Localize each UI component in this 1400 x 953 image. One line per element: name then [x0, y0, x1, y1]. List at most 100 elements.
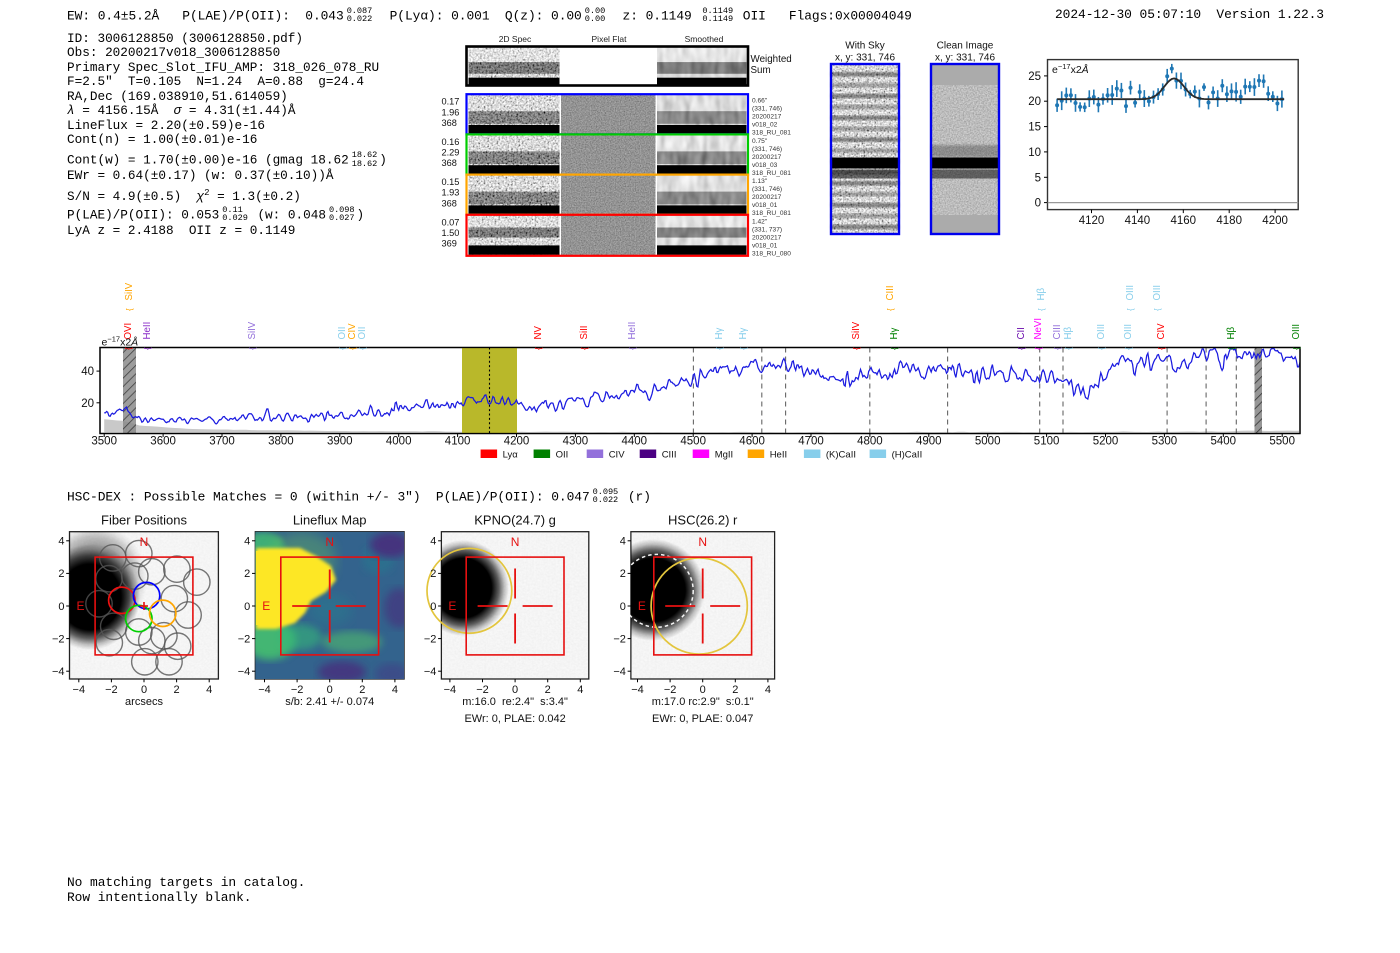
- svg-text:{: {: [628, 347, 637, 350]
- svg-text:4160: 4160: [1171, 215, 1197, 227]
- svg-text:0: 0: [327, 684, 333, 696]
- svg-text:{: {: [715, 347, 724, 350]
- svg-text:v018_01: v018_01: [752, 242, 778, 249]
- svg-text:{: {: [338, 347, 347, 350]
- svg-text:2: 2: [545, 684, 551, 696]
- svg-text:N: N: [511, 535, 520, 549]
- svg-text:1.42": 1.42": [752, 218, 768, 225]
- svg-text:40: 40: [81, 366, 94, 378]
- svg-text:{: {: [1064, 347, 1073, 350]
- svg-text:Hγ: Hγ: [889, 328, 900, 340]
- svg-text:0.07: 0.07: [442, 217, 460, 227]
- svg-text:3600: 3600: [150, 436, 176, 448]
- svg-text:4140: 4140: [1125, 215, 1151, 227]
- svg-text:N: N: [325, 535, 334, 549]
- svg-text:N: N: [140, 535, 149, 549]
- svg-text:−2: −2: [291, 684, 304, 696]
- svg-text:{: {: [125, 308, 134, 311]
- svg-text:0.75": 0.75": [752, 138, 768, 145]
- svg-text:368: 368: [442, 158, 457, 168]
- svg-text:−4: −4: [631, 684, 644, 696]
- svg-text:SiII: SiII: [579, 326, 590, 340]
- svg-text:3900: 3900: [327, 436, 353, 448]
- svg-text:(331, 746): (331, 746): [752, 186, 782, 193]
- svg-text:{: {: [348, 347, 357, 350]
- svg-text:−2: −2: [664, 684, 677, 696]
- svg-text:−4: −4: [238, 666, 251, 678]
- svg-text:1.96: 1.96: [442, 107, 460, 117]
- svg-text:4100: 4100: [445, 436, 471, 448]
- svg-text:4900: 4900: [916, 436, 942, 448]
- svg-text:m:17.0 rc:2.9" s:0.1": m:17.0 rc:2.9" s:0.1": [652, 696, 754, 708]
- svg-text:0: 0: [700, 684, 706, 696]
- svg-text:369: 369: [442, 239, 457, 249]
- svg-text:4: 4: [206, 684, 212, 696]
- svg-text:−2: −2: [424, 633, 437, 645]
- svg-text:{: {: [143, 347, 152, 350]
- svg-text:{: {: [1157, 347, 1166, 350]
- svg-text:2: 2: [732, 684, 738, 696]
- svg-text:HeII: HeII: [627, 322, 638, 340]
- svg-text:20: 20: [81, 398, 94, 410]
- svg-text:Clean Image: Clean Image: [937, 41, 994, 52]
- svg-text:4: 4: [58, 536, 64, 548]
- svg-text:KPNO(24.7) g: KPNO(24.7) g: [474, 513, 556, 528]
- svg-text:0: 0: [1035, 198, 1041, 210]
- svg-text:10: 10: [1028, 147, 1041, 159]
- svg-text:−4: −4: [52, 666, 65, 678]
- svg-text:{: {: [1124, 347, 1133, 350]
- svg-text:SiIV: SiIV: [851, 321, 862, 339]
- svg-text:OIII: OIII: [1125, 285, 1136, 301]
- svg-text:5100: 5100: [1034, 436, 1060, 448]
- svg-text:E: E: [77, 599, 85, 613]
- svg-text:4: 4: [430, 536, 436, 548]
- svg-text:v018_01: v018_01: [752, 202, 778, 209]
- svg-text:0: 0: [244, 601, 250, 613]
- svg-text:{: {: [580, 347, 589, 350]
- svg-text:4: 4: [244, 536, 250, 548]
- svg-text:e−17x2Å: e−17x2Å: [102, 335, 139, 349]
- svg-text:5300: 5300: [1152, 436, 1178, 448]
- svg-text:−4: −4: [73, 684, 86, 696]
- svg-text:CIII: CIII: [885, 285, 896, 300]
- svg-text:(331, 746): (331, 746): [752, 146, 782, 153]
- svg-text:{: {: [1034, 347, 1043, 350]
- svg-text:OVI: OVI: [123, 323, 134, 340]
- svg-text:Hγ: Hγ: [738, 328, 749, 340]
- svg-text:{: {: [248, 347, 257, 350]
- svg-text:Hβ: Hβ: [1036, 288, 1047, 301]
- svg-text:CII: CII: [1016, 327, 1027, 339]
- svg-text:(331, 737): (331, 737): [752, 226, 782, 233]
- svg-text:5400: 5400: [1211, 436, 1237, 448]
- svg-text:5000: 5000: [975, 436, 1001, 448]
- svg-text:4: 4: [620, 536, 626, 548]
- svg-text:MgII: MgII: [715, 449, 733, 460]
- svg-text:4300: 4300: [563, 436, 589, 448]
- svg-text:2: 2: [174, 684, 180, 696]
- svg-text:318_RU_081: 318_RU_081: [752, 130, 791, 137]
- svg-text:HeII: HeII: [770, 449, 787, 460]
- svg-text:25: 25: [1028, 71, 1041, 83]
- svg-text:{: {: [1053, 347, 1062, 350]
- svg-text:0: 0: [620, 601, 626, 613]
- svg-text:OII: OII: [556, 449, 569, 460]
- svg-text:NeVI: NeVI: [1033, 318, 1044, 340]
- svg-text:s/b: 2.41 +/- 0.074: s/b: 2.41 +/- 0.074: [285, 696, 374, 708]
- svg-text:Lineflux Map: Lineflux Map: [293, 513, 367, 528]
- svg-text:2: 2: [620, 568, 626, 580]
- svg-text:−2: −2: [476, 684, 489, 696]
- svg-text:SiIV: SiIV: [124, 282, 135, 300]
- svg-text:E: E: [448, 599, 456, 613]
- svg-text:1.93: 1.93: [442, 188, 460, 198]
- svg-text:4000: 4000: [386, 436, 412, 448]
- svg-text:Pixel Flat: Pixel Flat: [592, 34, 628, 44]
- svg-text:368: 368: [442, 198, 457, 208]
- svg-text:{: {: [1037, 308, 1046, 311]
- svg-text:5500: 5500: [1269, 436, 1295, 448]
- svg-text:2: 2: [430, 568, 436, 580]
- svg-text:−4: −4: [613, 666, 626, 678]
- svg-text:4180: 4180: [1216, 215, 1242, 227]
- svg-text:OIII: OIII: [1123, 324, 1134, 340]
- svg-text:With Sky: With Sky: [845, 41, 884, 52]
- svg-text:{: {: [1292, 347, 1301, 350]
